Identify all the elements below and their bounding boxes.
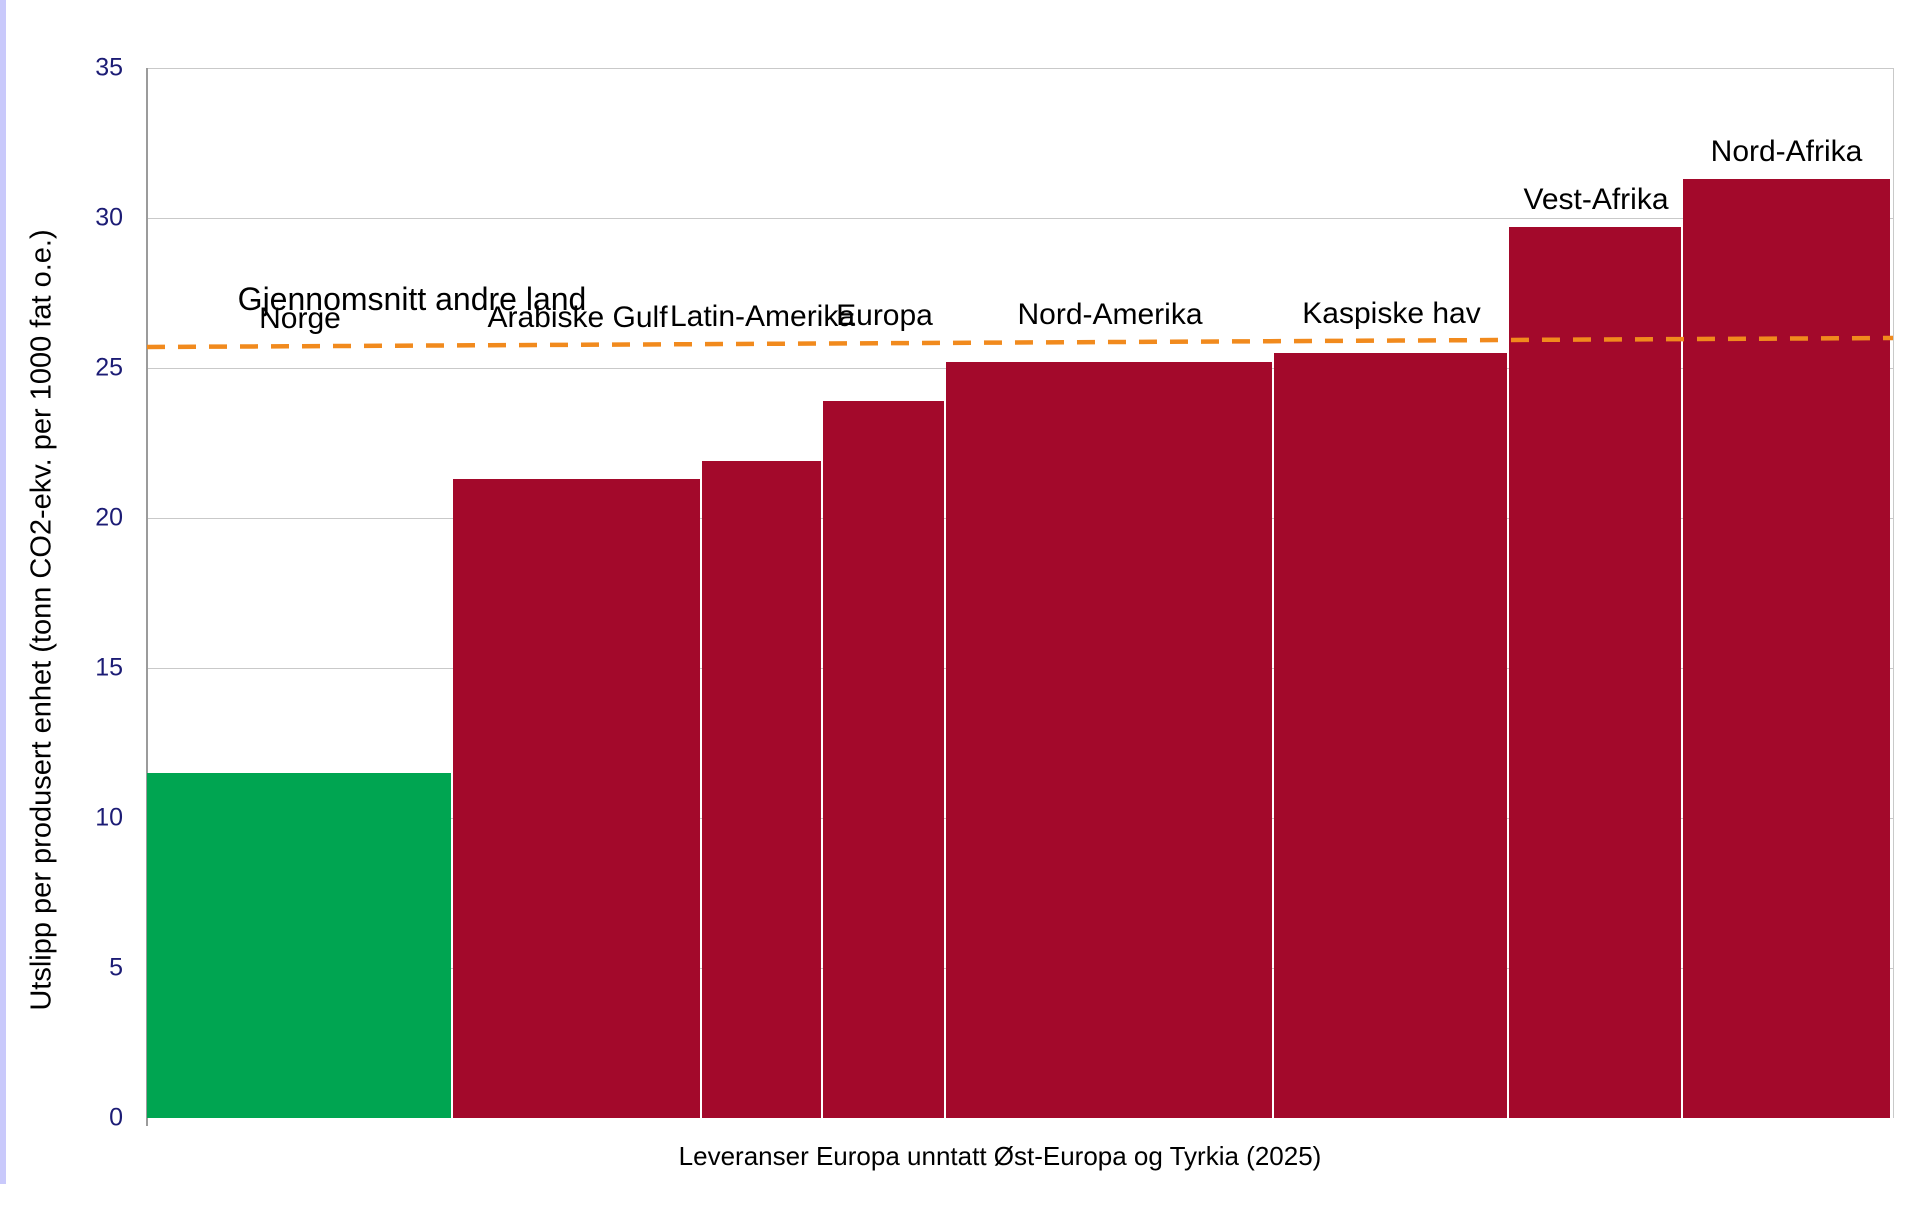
bar-label-europa: Europa bbox=[836, 299, 933, 333]
bar-nord-afrika bbox=[1683, 179, 1890, 1118]
bar-label-latin-amerika: Latin-Amerika bbox=[669, 299, 856, 333]
bar-vest-afrika bbox=[1509, 227, 1681, 1118]
bar-arabiske-gulf bbox=[453, 479, 700, 1118]
y-tick-10: 10 bbox=[95, 803, 123, 832]
bar-label-vest-afrika: Vest-Afrika bbox=[1523, 183, 1669, 216]
average-reference-line bbox=[146, 335, 1894, 350]
reference-line-label: Gjennomsnitt andre land bbox=[237, 281, 587, 317]
bar-kaspiske-hav bbox=[1274, 353, 1507, 1118]
y-tick-25: 25 bbox=[95, 353, 123, 382]
x-axis-title: Leveranser Europa unntatt Øst-Europa og … bbox=[678, 1141, 1322, 1171]
y-tick-30: 30 bbox=[95, 203, 123, 232]
bar-label-nord-afrika: Nord-Afrika bbox=[1710, 135, 1863, 168]
dashed-average-line bbox=[146, 335, 1894, 350]
bar-label-nord-amerika: Nord-Amerika bbox=[1017, 298, 1203, 332]
y-tick-15: 15 bbox=[95, 653, 123, 682]
bar-latin-amerika bbox=[702, 461, 821, 1118]
bar-label-arabiske-gulf: Arabiske Gulf bbox=[487, 300, 668, 334]
y-axis-line bbox=[146, 68, 148, 1126]
bar-nord-amerika bbox=[946, 362, 1272, 1118]
bar-europa bbox=[823, 401, 944, 1118]
plot-right-border bbox=[1893, 68, 1894, 1118]
gridline-35 bbox=[147, 68, 1893, 69]
bar-norge bbox=[147, 773, 451, 1118]
bar-label-kaspiske-hav: Kaspiske hav bbox=[1302, 296, 1481, 330]
gridline-30 bbox=[147, 218, 1893, 219]
y-tick-35: 35 bbox=[95, 53, 123, 82]
y-tick-0: 0 bbox=[109, 1103, 123, 1132]
window-edge-strip bbox=[0, 0, 6, 1184]
y-tick-20: 20 bbox=[95, 503, 123, 532]
y-tick-5: 5 bbox=[109, 953, 123, 982]
bar-label-norge: Norge bbox=[259, 302, 341, 336]
y-axis-title: Utslipp per produsert enhet (tonn CO2-ek… bbox=[25, 229, 58, 1011]
plot-area: Norge Arabiske Gulf Latin-Amerika Europa Nor… bbox=[146, 68, 1894, 1126]
